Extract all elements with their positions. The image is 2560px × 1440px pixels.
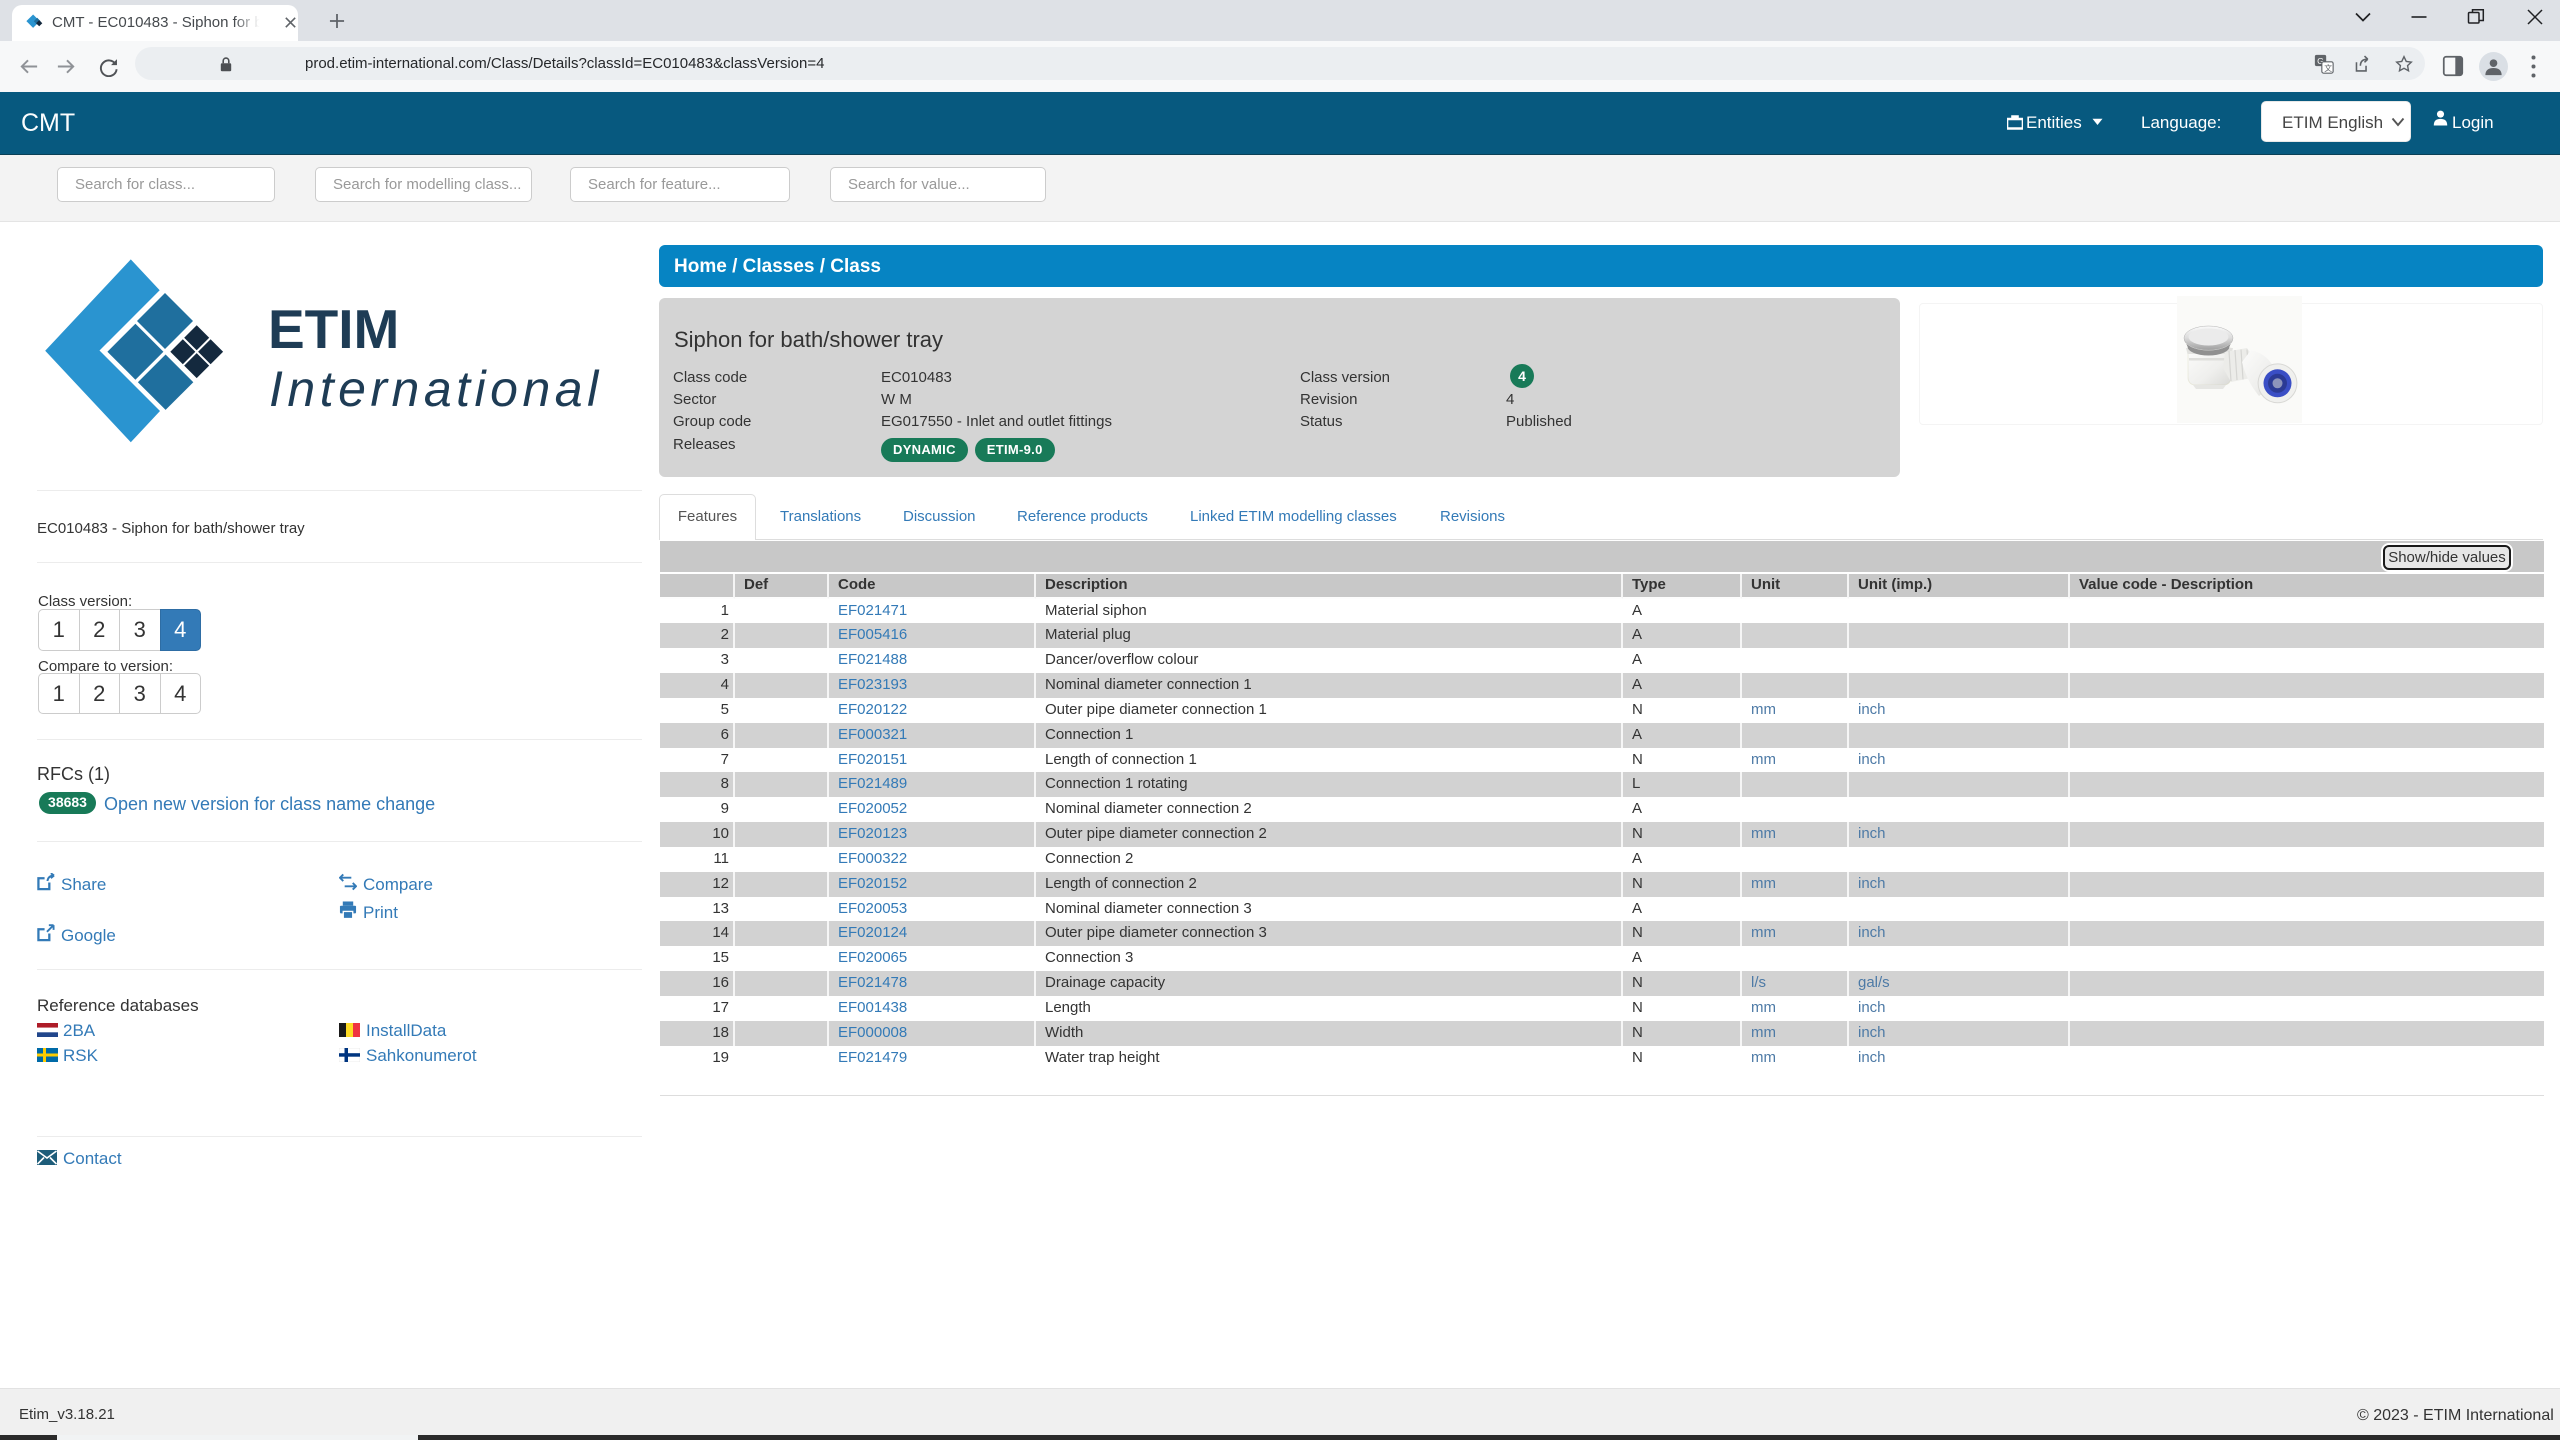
- svg-text:ETIM: ETIM: [268, 298, 399, 360]
- svg-text:G: G: [2317, 56, 2324, 66]
- svg-text:文: 文: [2324, 63, 2332, 73]
- svg-text:International: International: [269, 361, 603, 417]
